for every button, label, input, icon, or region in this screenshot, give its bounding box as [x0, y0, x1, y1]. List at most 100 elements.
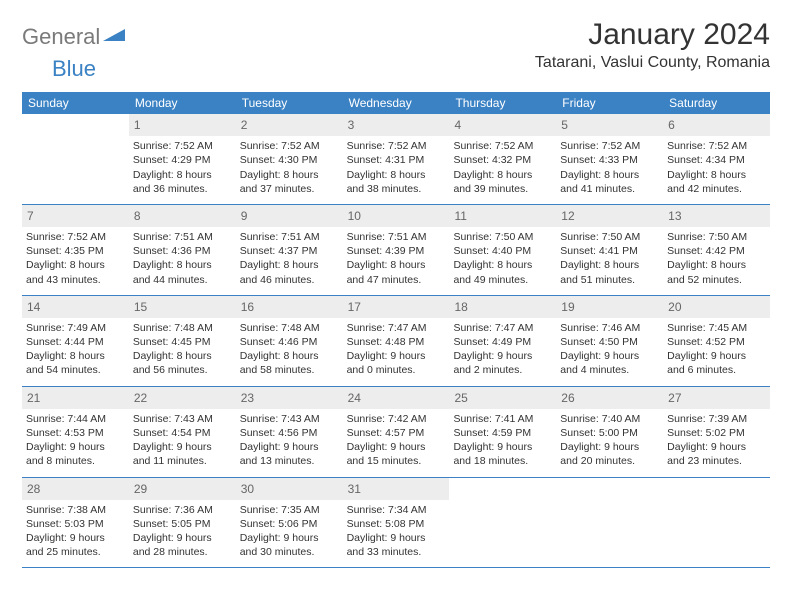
day-detail-line: Sunset: 4:44 PM — [26, 335, 125, 349]
day-detail-line: Sunset: 5:05 PM — [133, 517, 232, 531]
day-detail-line: Daylight: 8 hours — [667, 258, 766, 272]
day-cell: 25Sunrise: 7:41 AMSunset: 4:59 PMDayligh… — [449, 387, 556, 477]
day-detail-line: and 8 minutes. — [26, 454, 125, 468]
day-cell: 30Sunrise: 7:35 AMSunset: 5:06 PMDayligh… — [236, 478, 343, 568]
day-detail-line: Sunset: 4:39 PM — [347, 244, 446, 258]
day-detail-line: Daylight: 9 hours — [560, 440, 659, 454]
day-detail-line: Sunset: 4:34 PM — [667, 153, 766, 167]
day-cell: 13Sunrise: 7:50 AMSunset: 4:42 PMDayligh… — [663, 205, 770, 295]
week-row: 14Sunrise: 7:49 AMSunset: 4:44 PMDayligh… — [22, 296, 770, 387]
day-detail-line: Sunrise: 7:45 AM — [667, 321, 766, 335]
day-detail-line: Sunset: 4:33 PM — [560, 153, 659, 167]
day-detail-line: Sunset: 4:40 PM — [453, 244, 552, 258]
day-detail-line: Daylight: 8 hours — [26, 258, 125, 272]
day-cell: 29Sunrise: 7:36 AMSunset: 5:05 PMDayligh… — [129, 478, 236, 568]
day-cell: 5 Sunrise: 7:52 AMSunset: 4:33 PMDaylight… — [556, 114, 663, 204]
weekday-header: Thursday — [449, 92, 556, 114]
day-detail-line: Sunset: 4:57 PM — [347, 426, 446, 440]
day-detail-line: Sunrise: 7:51 AM — [133, 230, 232, 244]
day-detail-line: Sunset: 5:06 PM — [240, 517, 339, 531]
day-detail-line: Daylight: 8 hours — [133, 258, 232, 272]
day-detail-line: Daylight: 9 hours — [240, 440, 339, 454]
day-detail-line: and 39 minutes. — [453, 182, 552, 196]
weekday-header: Sunday — [22, 92, 129, 114]
day-cell: 27Sunrise: 7:39 AMSunset: 5:02 PMDayligh… — [663, 387, 770, 477]
day-detail-line: Sunrise: 7:52 AM — [133, 139, 232, 153]
day-number: 21 — [22, 387, 129, 409]
week-row: 28Sunrise: 7:38 AMSunset: 5:03 PMDayligh… — [22, 478, 770, 569]
logo: General — [22, 24, 125, 50]
day-detail-line: Sunrise: 7:50 AM — [453, 230, 552, 244]
week-row: 1Sunrise: 7:52 AMSunset: 4:29 PMDaylight… — [22, 114, 770, 205]
weekday-header: Monday — [129, 92, 236, 114]
day-cell: 1Sunrise: 7:52 AMSunset: 4:29 PMDaylight… — [129, 114, 236, 204]
day-detail-line: Daylight: 8 hours — [240, 349, 339, 363]
day-number: 12 — [556, 205, 663, 227]
day-cell: 26Sunrise: 7:40 AMSunset: 5:00 PMDayligh… — [556, 387, 663, 477]
day-detail-line: Sunrise: 7:42 AM — [347, 412, 446, 426]
day-detail-line: Sunrise: 7:36 AM — [133, 503, 232, 517]
day-detail-line: Daylight: 9 hours — [133, 440, 232, 454]
day-detail-line: Daylight: 8 hours — [560, 258, 659, 272]
day-number: 14 — [22, 296, 129, 318]
day-cell: 11Sunrise: 7:50 AMSunset: 4:40 PMDayligh… — [449, 205, 556, 295]
day-detail-line: Sunrise: 7:52 AM — [667, 139, 766, 153]
day-cell: 9Sunrise: 7:51 AMSunset: 4:37 PMDaylight… — [236, 205, 343, 295]
day-cell — [556, 478, 663, 568]
day-detail-line: and 54 minutes. — [26, 363, 125, 377]
day-cell: 23Sunrise: 7:43 AMSunset: 4:56 PMDayligh… — [236, 387, 343, 477]
day-detail-line: and 37 minutes. — [240, 182, 339, 196]
day-number: 11 — [449, 205, 556, 227]
day-cell: 19Sunrise: 7:46 AMSunset: 4:50 PMDayligh… — [556, 296, 663, 386]
day-cell: 10Sunrise: 7:51 AMSunset: 4:39 PMDayligh… — [343, 205, 450, 295]
day-number: 15 — [129, 296, 236, 318]
day-cell: 17Sunrise: 7:47 AMSunset: 4:48 PMDayligh… — [343, 296, 450, 386]
day-detail-line: Sunrise: 7:47 AM — [453, 321, 552, 335]
day-cell — [663, 478, 770, 568]
day-detail-line: and 13 minutes. — [240, 454, 339, 468]
day-detail-line: Sunset: 4:42 PM — [667, 244, 766, 258]
day-number: 29 — [129, 478, 236, 500]
day-detail-line: Sunset: 4:54 PM — [133, 426, 232, 440]
day-detail-line: Sunset: 5:03 PM — [26, 517, 125, 531]
day-detail-line: Daylight: 8 hours — [26, 349, 125, 363]
day-number: 25 — [449, 387, 556, 409]
day-detail-line: Sunrise: 7:39 AM — [667, 412, 766, 426]
day-number: 31 — [343, 478, 450, 500]
day-detail-line: Sunrise: 7:52 AM — [347, 139, 446, 153]
day-detail-line: Daylight: 9 hours — [26, 531, 125, 545]
day-detail-line: Sunrise: 7:38 AM — [26, 503, 125, 517]
day-detail-line: and 4 minutes. — [560, 363, 659, 377]
day-detail-line: and 6 minutes. — [667, 363, 766, 377]
day-cell: 21Sunrise: 7:44 AMSunset: 4:53 PMDayligh… — [22, 387, 129, 477]
day-number: 20 — [663, 296, 770, 318]
day-number: 30 — [236, 478, 343, 500]
day-cell: 28Sunrise: 7:38 AMSunset: 5:03 PMDayligh… — [22, 478, 129, 568]
day-cell: 31Sunrise: 7:34 AMSunset: 5:08 PMDayligh… — [343, 478, 450, 568]
day-detail-line: Daylight: 8 hours — [560, 168, 659, 182]
day-detail-line: and 58 minutes. — [240, 363, 339, 377]
day-cell: 8Sunrise: 7:51 AMSunset: 4:36 PMDaylight… — [129, 205, 236, 295]
day-number: 23 — [236, 387, 343, 409]
day-detail-line: and 51 minutes. — [560, 273, 659, 287]
week-row: 21Sunrise: 7:44 AMSunset: 4:53 PMDayligh… — [22, 387, 770, 478]
location: Tatarani, Vaslui County, Romania — [535, 54, 770, 72]
day-detail-line: Daylight: 8 hours — [240, 168, 339, 182]
day-number: 26 — [556, 387, 663, 409]
day-detail-line: and 52 minutes. — [667, 273, 766, 287]
day-detail-line: and 41 minutes. — [560, 182, 659, 196]
weeks-container: 1Sunrise: 7:52 AMSunset: 4:29 PMDaylight… — [22, 114, 770, 568]
day-detail-line: and 33 minutes. — [347, 545, 446, 559]
day-number: 8 — [129, 205, 236, 227]
day-detail-line: and 15 minutes. — [347, 454, 446, 468]
week-row: 7Sunrise: 7:52 AMSunset: 4:35 PMDaylight… — [22, 205, 770, 296]
day-cell: 12Sunrise: 7:50 AMSunset: 4:41 PMDayligh… — [556, 205, 663, 295]
day-detail-line: Sunrise: 7:52 AM — [560, 139, 659, 153]
day-detail-line: Sunrise: 7:49 AM — [26, 321, 125, 335]
day-detail-line: and 2 minutes. — [453, 363, 552, 377]
day-cell: 24Sunrise: 7:42 AMSunset: 4:57 PMDayligh… — [343, 387, 450, 477]
day-detail-line: Sunrise: 7:40 AM — [560, 412, 659, 426]
day-detail-line: and 44 minutes. — [133, 273, 232, 287]
day-number: 5 — [556, 114, 663, 136]
day-detail-line: Sunrise: 7:52 AM — [26, 230, 125, 244]
